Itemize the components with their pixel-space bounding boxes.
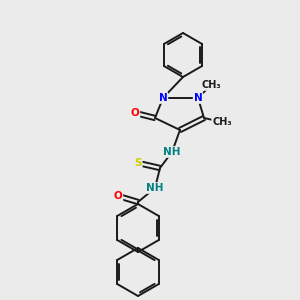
Text: NH: NH (163, 147, 181, 157)
Text: O: O (130, 108, 140, 118)
Text: N: N (194, 93, 202, 103)
Text: CH₃: CH₃ (212, 117, 232, 127)
Text: O: O (114, 191, 122, 201)
Text: N: N (159, 93, 167, 103)
Text: NH: NH (146, 183, 164, 193)
Text: CH₃: CH₃ (201, 80, 221, 90)
Text: S: S (134, 158, 142, 168)
